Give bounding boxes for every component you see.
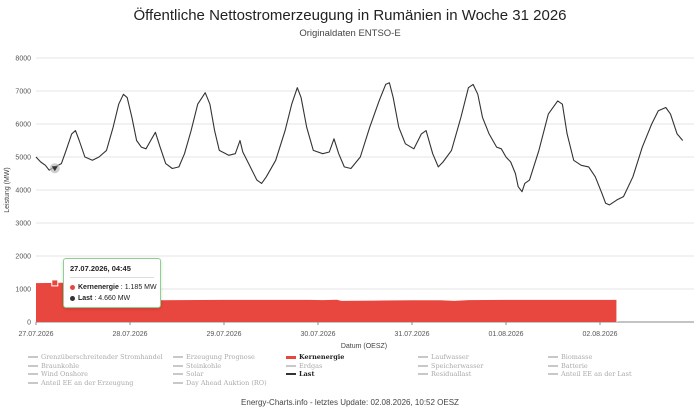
tooltip-dot-icon <box>70 284 75 290</box>
legend-swatch-icon <box>173 381 183 384</box>
x-tick-label: 31.07.2026 <box>394 331 429 338</box>
legend-swatch-icon <box>28 381 38 384</box>
legend-item[interactable]: Wind Onshore <box>28 369 88 379</box>
tooltip-header: 27.07.2026, 04:45 <box>70 264 131 273</box>
legend-label: Wind Onshore <box>41 370 88 378</box>
chart-canvas: 0 1000 2000 3000 4000 5000 6000 7000 8000 27.07.… <box>4 56 694 350</box>
kernenergie-marker-icon <box>51 279 59 287</box>
tooltip-divider <box>70 277 154 278</box>
legend-swatch-icon <box>28 356 38 358</box>
tooltip-value: 4.660 MW <box>98 295 131 302</box>
legend-label: Speicherwasser <box>431 361 484 370</box>
y-tick-label: 4000 <box>15 188 31 195</box>
legend-item[interactable]: Anteil EE an der Erzeugung <box>28 378 133 388</box>
legend-swatch-icon <box>28 373 38 375</box>
legend-swatch-icon <box>173 356 183 358</box>
y-tick-label: 8000 <box>15 56 31 63</box>
legend-item[interactable]: Day Ahead Auktion (RO) <box>173 378 267 388</box>
legend-label: Anteil EE an der Last <box>561 370 632 378</box>
legend-item[interactable]: Steinkohle <box>173 361 221 371</box>
legend-label: Solar <box>186 370 204 378</box>
legend-item[interactable]: Kernenergie <box>286 352 344 362</box>
y-tick-label: 0 <box>27 320 31 327</box>
legend-label: Kernenergie <box>299 353 345 361</box>
legend-label: Steinkohle <box>186 361 222 370</box>
x-tick-label: 28.07.2026 <box>112 331 147 338</box>
chart-title: Öffentliche Nettostromerzeugung in Rumän… <box>133 7 567 24</box>
y-tick-label: 7000 <box>15 89 31 96</box>
x-tick-label: 01.08.2026 <box>488 331 523 338</box>
series-layer <box>35 82 684 322</box>
y-tick-label: 1000 <box>15 287 31 294</box>
y-axis-title: Leistung (MW) <box>4 167 11 213</box>
chart-legend: Grenzüberschreitender Stromhandel Erzeugu… <box>28 352 688 388</box>
legend-swatch-icon <box>418 364 428 367</box>
tooltip-row-last: Last : 4.660 MW <box>70 295 130 302</box>
x-axis-title: Datum (OESZ) <box>341 343 387 350</box>
legend-item[interactable]: Last <box>286 369 314 379</box>
tooltip-row-kernenergie: Kernenergie : 1.185 MW <box>70 284 157 291</box>
x-tick-label: 30.07.2026 <box>300 331 335 338</box>
tooltip-label: Last <box>78 295 93 302</box>
legend-item[interactable]: Erzeugung Prognose <box>173 352 255 362</box>
hover-markers <box>49 163 60 287</box>
legend-item[interactable]: Speicherwasser <box>418 361 483 371</box>
legend-label: Last <box>299 370 315 378</box>
legend-swatch-icon <box>286 364 296 367</box>
legend-swatch-icon <box>28 364 38 367</box>
legend-item[interactable]: Solar <box>173 369 203 379</box>
legend-swatch-icon <box>548 373 558 375</box>
y-tick-label: 2000 <box>15 254 31 261</box>
chart-tooltip: 27.07.2026, 04:45 Kernenergie : 1.185 MW… <box>63 258 161 308</box>
legend-label: Anteil EE an der Erzeugung <box>41 378 134 387</box>
legend-label: Batterie <box>561 361 588 370</box>
tooltip-dot-icon <box>70 295 75 301</box>
legend-item[interactable]: Anteil EE an der Last <box>548 369 632 379</box>
x-axis-ticks: 27.07.2026 28.07.2026 29.07.2026 30.07.2026… <box>18 322 618 338</box>
legend-item[interactable]: Erdgas <box>286 361 322 371</box>
x-tick-label: 27.07.2026 <box>18 331 53 338</box>
legend-item[interactable]: Braunkohle <box>28 361 79 371</box>
legend-item[interactable]: Laufwasser <box>418 352 469 362</box>
legend-label: Grenzüberschreitender Stromhandel <box>41 353 163 361</box>
y-axis-ticks: 0 1000 2000 3000 4000 5000 6000 7000 8000 <box>15 56 31 327</box>
legend-swatch-icon <box>418 356 428 358</box>
legend-label: Erdgas <box>299 361 323 370</box>
legend-item[interactable]: Batterie <box>548 361 588 371</box>
legend-swatch-icon <box>548 356 558 358</box>
legend-label: Braunkohle <box>41 361 80 370</box>
y-tick-label: 6000 <box>15 122 31 129</box>
last-marker-icon <box>51 166 58 172</box>
legend-swatch-icon <box>286 355 296 359</box>
legend-item[interactable]: Grenzüberschreitender Stromhandel <box>28 352 163 362</box>
legend-label: Erzeugung Prognose <box>186 353 255 361</box>
legend-swatch-icon <box>548 364 558 367</box>
series-line-last <box>35 82 684 206</box>
legend-swatch-icon <box>286 373 296 375</box>
legend-label: Laufwasser <box>431 353 469 361</box>
legend-swatch-icon <box>418 373 428 375</box>
chart-subtitle: Originaldaten ENTSO-E <box>299 28 401 39</box>
x-tick-label: 02.08.2026 <box>582 331 617 338</box>
legend-swatch-icon <box>173 373 183 375</box>
tooltip-value: 1.185 MW <box>124 284 157 291</box>
legend-label: Residuallast <box>431 370 472 378</box>
y-tick-label: 3000 <box>15 221 31 228</box>
tooltip-label: Kernenergie <box>78 284 119 291</box>
legend-item[interactable]: Biomasse <box>548 352 592 362</box>
legend-label: Biomasse <box>561 353 593 361</box>
footer-source: Energy-Charts.info - letztes Update: 02.… <box>241 398 459 407</box>
legend-item[interactable]: Residuallast <box>418 369 471 379</box>
y-tick-label: 5000 <box>15 155 31 162</box>
legend-swatch-icon <box>173 364 183 367</box>
legend-label: Day Ahead Auktion (RO) <box>186 378 267 387</box>
x-tick-label: 29.07.2026 <box>206 331 241 338</box>
series-area-kernenergie <box>36 282 617 322</box>
